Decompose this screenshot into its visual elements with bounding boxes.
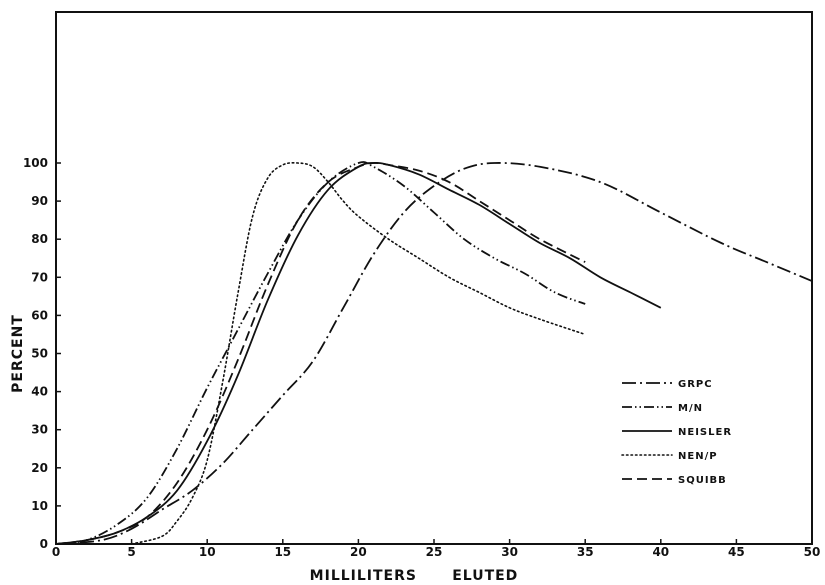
x-axis-label: MILLILITERS ELUTED <box>310 568 519 584</box>
legend-label: NEISLER <box>678 427 732 438</box>
x-tick-label: 30 <box>501 545 518 559</box>
y-tick-label: 50 <box>31 347 48 361</box>
x-tick-label: 0 <box>52 545 60 559</box>
y-tick-label: 100 <box>23 156 48 170</box>
x-tick-label: 50 <box>804 545 821 559</box>
legend-label: NEN/P <box>678 451 718 462</box>
y-tick-label: 20 <box>31 461 48 475</box>
y-tick-label: 60 <box>31 308 48 322</box>
y-axis-label: PERCENT <box>10 314 26 393</box>
x-tick-label: 40 <box>652 545 669 559</box>
legend-label: SQUIBB <box>678 475 727 486</box>
y-tick-label: 10 <box>31 499 48 513</box>
legend-label: GRPC <box>678 379 713 390</box>
x-tick-label: 20 <box>350 545 367 559</box>
series-line-neisler <box>55 162 662 545</box>
series-line-grpc <box>55 162 813 545</box>
y-tick-label: 90 <box>31 194 48 208</box>
legend-label: M/N <box>678 403 703 414</box>
y-tick-label: 40 <box>31 385 48 399</box>
series-line-m-n <box>55 161 586 545</box>
x-tick-label: 45 <box>728 545 745 559</box>
x-tick-label: 5 <box>127 545 135 559</box>
y-tick-label: 70 <box>31 270 48 284</box>
x-tick-label: 15 <box>274 545 291 559</box>
series-line-nen-p <box>130 162 586 545</box>
y-tick-label: 80 <box>31 232 48 246</box>
x-tick-label: 10 <box>199 545 216 559</box>
y-tick-label: 0 <box>40 537 48 551</box>
series-lines <box>55 161 813 545</box>
series-line-squibb <box>55 162 586 545</box>
axis-ticks: 0 5 10 15 20 25 30 35 40 45 50 0 10 20 30 40 50 60 70 80 90 1… <box>23 156 820 559</box>
x-tick-label: 25 <box>426 545 443 559</box>
y-tick-label: 30 <box>31 423 48 437</box>
x-tick-label: 35 <box>577 545 594 559</box>
legend: GRPC M/N NEISLER NEN/P SQUIBB <box>621 379 732 486</box>
